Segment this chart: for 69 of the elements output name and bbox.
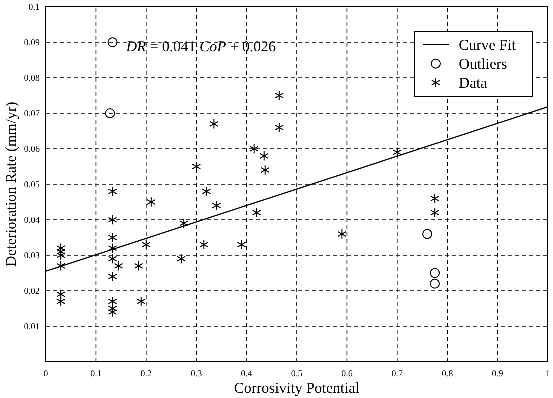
point <box>56 289 66 300</box>
point <box>114 261 124 272</box>
x-tick-label: 0.3 <box>190 368 203 378</box>
point <box>108 214 118 226</box>
point <box>56 246 66 258</box>
x-axis-title: Corrosivity Potential <box>234 381 360 397</box>
y-tick-label: 0.08 <box>24 72 40 83</box>
point <box>108 243 118 254</box>
legend-label: Curve Fit <box>459 38 517 54</box>
legend-label: Outliers <box>459 56 508 73</box>
point <box>108 272 118 282</box>
point <box>274 90 284 101</box>
point <box>108 38 118 48</box>
y-tick-label: 0.1 <box>28 2 40 12</box>
point <box>422 229 433 240</box>
x-tick-label: 1 <box>546 368 550 378</box>
y-tick-label: 0.07 <box>24 108 40 118</box>
point <box>108 304 118 314</box>
point <box>108 296 118 307</box>
x-tick-label: 0.6 <box>342 368 354 378</box>
point <box>56 296 66 307</box>
point <box>430 208 440 218</box>
point <box>260 150 269 162</box>
point <box>392 147 402 158</box>
point <box>430 194 440 204</box>
point <box>210 119 219 130</box>
point <box>274 122 284 133</box>
point <box>105 108 116 118</box>
y-tick-label: 0.05 <box>24 179 40 190</box>
point <box>250 144 259 154</box>
point <box>142 240 151 250</box>
point <box>200 240 209 250</box>
point <box>108 307 118 318</box>
legend-label: Data <box>459 76 488 92</box>
y-tick-label: 0.06 <box>24 144 40 154</box>
point <box>430 278 440 289</box>
point <box>260 165 270 176</box>
x-tick-label: 0.1 <box>90 368 102 378</box>
y-tick-label: 0.01 <box>24 321 40 332</box>
y-tick-label: 0.03 <box>24 250 40 260</box>
y-tick-label: 0.09 <box>24 37 40 48</box>
point <box>136 296 146 307</box>
y-tick-label: 0.04 <box>24 214 40 225</box>
point <box>108 254 118 264</box>
y-axis-title: Deterioration Rate (mm/yr) <box>4 102 20 267</box>
point <box>338 229 347 240</box>
point <box>56 250 66 261</box>
point <box>202 186 212 197</box>
x-tick-label: 0 <box>44 368 49 378</box>
point <box>430 268 440 278</box>
x-tick-label: 0.9 <box>492 368 504 378</box>
point <box>108 186 118 197</box>
annotation: DR = 0.041 CoP + 0.026 <box>125 39 277 56</box>
x-tick-label: 0.7 <box>392 368 404 378</box>
point <box>252 208 262 218</box>
x-tick-label: 0.8 <box>442 368 454 378</box>
point <box>108 232 118 243</box>
point <box>134 261 144 272</box>
point <box>192 162 202 172</box>
point <box>180 218 189 229</box>
point <box>212 200 222 211</box>
point <box>237 240 246 250</box>
y-tick-label: 0.02 <box>24 286 40 296</box>
x-tick-label: 0.5 <box>291 368 304 378</box>
x-tick-label: 0.4 <box>241 368 253 378</box>
point <box>177 254 186 264</box>
point <box>146 197 156 208</box>
point <box>56 261 66 272</box>
x-tick-label: 0.2 <box>140 368 152 378</box>
